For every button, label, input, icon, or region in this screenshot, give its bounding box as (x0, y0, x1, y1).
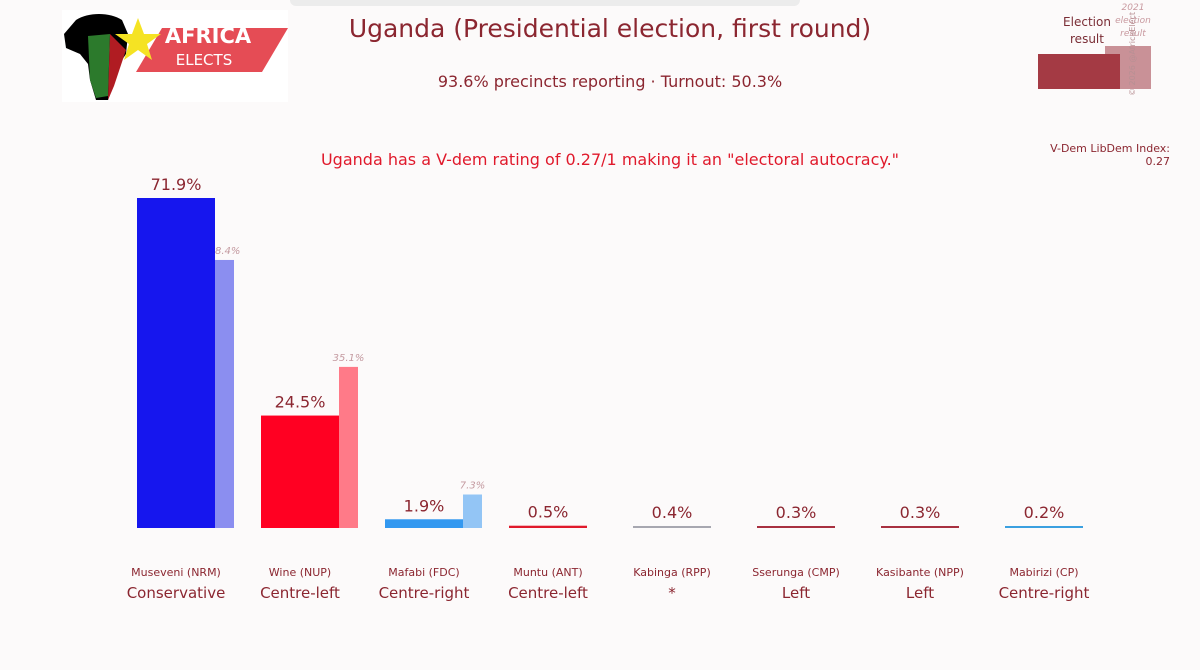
bar-current-5 (757, 526, 835, 528)
africa-elects-logo: AFRICA ELECTS (62, 10, 288, 102)
bar-current-label-6: 0.3% (900, 503, 941, 522)
bar-previous-label-2: 7.3% (460, 480, 485, 491)
ideology-label-5: Left (782, 584, 810, 602)
ideology-label-3: Centre-left (508, 584, 588, 602)
category-label-7: Mabirizi (CP) (1009, 566, 1078, 579)
ideology-label-2: Centre-right (379, 584, 470, 602)
bar-current-1 (261, 415, 339, 528)
bar-current-label-2: 1.9% (404, 496, 445, 515)
bar-current-2 (385, 519, 463, 528)
page-title: Uganda (Presidential election, first rou… (348, 14, 872, 43)
bar-current-label-5: 0.3% (776, 503, 817, 522)
bar-previous-0 (215, 259, 234, 528)
category-label-0: Museveni (NRM) (131, 566, 221, 579)
bar-current-0 (137, 198, 215, 528)
logo-text-elects: ELECTS (176, 51, 232, 69)
category-label-3: Muntu (ANT) (513, 566, 582, 579)
bar-previous-2 (463, 494, 482, 528)
bar-previous-1 (339, 366, 358, 528)
category-label-5: Sserunga (CMP) (752, 566, 840, 579)
bar-current-7 (1005, 526, 1083, 528)
legend-current-swatch (1038, 54, 1120, 89)
legend-previous-label: 2021 election result (1115, 3, 1151, 39)
bar-current-label-7: 0.2% (1024, 503, 1065, 522)
ideology-label-1: Centre-left (260, 584, 340, 602)
bar-previous-label-1: 35.1% (333, 353, 365, 364)
bar-current-label-0: 71.9% (151, 175, 202, 194)
bar-current-6 (881, 526, 959, 528)
bar-current-3 (509, 525, 587, 528)
bar-current-label-4: 0.4% (652, 503, 693, 522)
top-decor-strip (290, 0, 800, 6)
bar-current-label-3: 0.5% (528, 503, 569, 522)
bar-current-label-1: 24.5% (275, 393, 326, 412)
bar-current-4 (633, 526, 711, 528)
vdem-index: V-Dem LibDem Index: 0.27 (1050, 142, 1170, 168)
category-label-6: Kasibante (NPP) (876, 566, 964, 579)
ideology-label-6: Left (906, 584, 934, 602)
legend-current-label: Election result (1063, 15, 1111, 46)
page-subtitle: 93.6% precincts reporting · Turnout: 50.… (437, 72, 783, 91)
ideology-label-4: * (668, 584, 676, 602)
logo-text-africa: AFRICA (165, 24, 252, 48)
legend: 2021 election result Election result (1030, 0, 1170, 100)
bar-previous-label-0: 58.4% (209, 246, 241, 257)
ideology-label-7: Centre-right (999, 584, 1090, 602)
vdem-note: Uganda has a V-dem rating of 0.27/1 maki… (320, 150, 900, 169)
category-label-1: Wine (NUP) (269, 566, 331, 579)
ideology-label-0: Conservative (127, 584, 226, 602)
category-label-4: Kabinga (RPP) (633, 566, 710, 579)
category-label-2: Mafabi (FDC) (388, 566, 459, 579)
